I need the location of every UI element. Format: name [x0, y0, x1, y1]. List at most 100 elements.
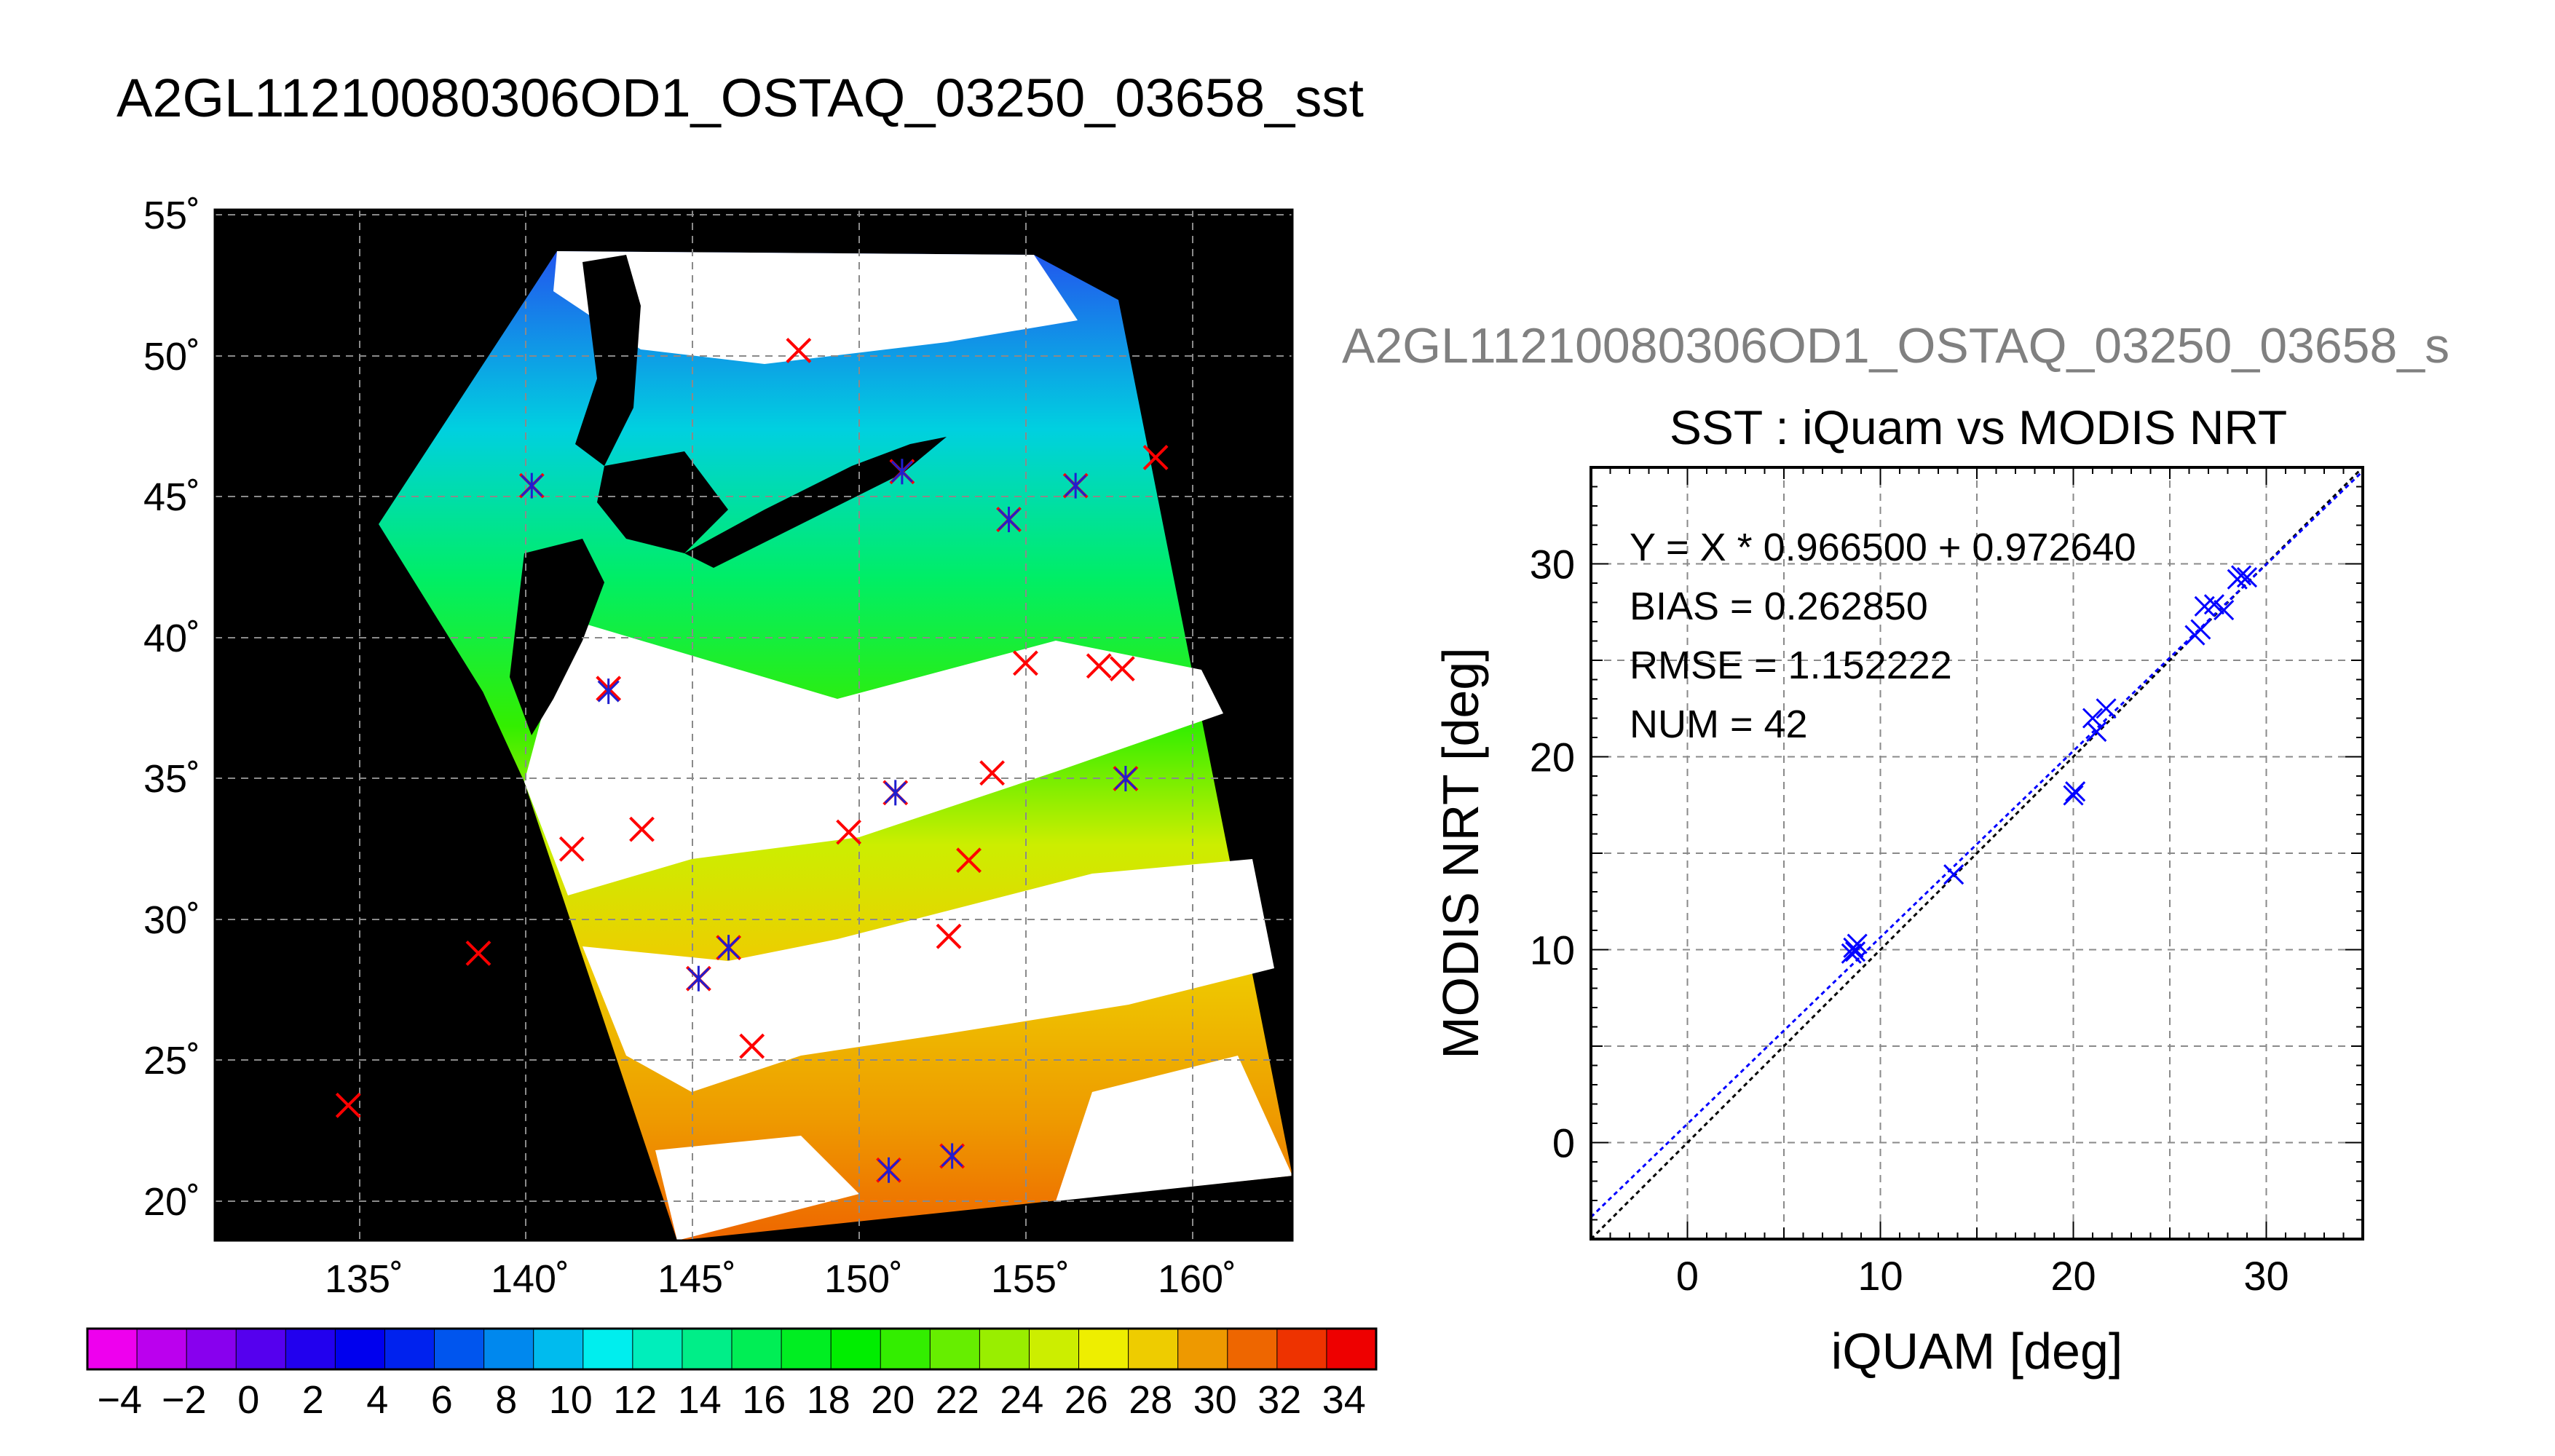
colorbar-tick-label: 34	[1322, 1378, 1366, 1422]
matchup-marker-red	[836, 819, 862, 845]
lon-tick-label: 145˚	[657, 1257, 736, 1301]
matchup-marker-blue	[891, 459, 913, 485]
figure-title: A2GL11210080306OD1_OSTAQ_03250_03658_sst	[117, 68, 1364, 128]
scatter-point	[2096, 698, 2117, 719]
matchup-marker-red	[465, 940, 491, 966]
y-tick-label: 10	[1530, 927, 1575, 973]
colorbar-cell	[632, 1328, 683, 1370]
colorbar-frame	[86, 1327, 1378, 1371]
colorbar-cell	[1326, 1328, 1378, 1370]
lat-tick-label: 30˚	[143, 898, 200, 942]
colorbar-cell	[483, 1328, 534, 1370]
colorbar-tick-label: 4	[366, 1378, 388, 1422]
scatter-point	[2082, 708, 2104, 729]
y-tick-label: 30	[1530, 542, 1575, 587]
matchup-marker-red	[936, 923, 962, 949]
colorbar-cells	[87, 1328, 1378, 1370]
colorbar-labels: −4 −2 0 2 4 6 8 10 12 14 16 18 20 22 24 26 28 30 32 34	[97, 1378, 1365, 1422]
sst-map: 55˚ 50˚ 45˚ 40˚ 35˚ 30˚ 25˚ 20˚ 135˚ 140…	[143, 194, 1294, 1301]
identity-line	[1590, 466, 2364, 1241]
colorbar-cell	[285, 1328, 336, 1370]
colorbar-cell	[929, 1328, 981, 1370]
map-frame	[213, 208, 1294, 1242]
x-tick-label: 20	[2050, 1253, 2096, 1299]
scatter-point	[2236, 566, 2258, 588]
colorbar-tick-label: 28	[1129, 1378, 1172, 1422]
matchup-marker-red	[629, 816, 655, 842]
scatter-point	[1843, 937, 1864, 958]
cloud-mask	[524, 251, 1292, 1241]
scatter-point	[2203, 594, 2225, 615]
colorbar-tick-label: 18	[807, 1378, 850, 1422]
colorbar-cell	[979, 1328, 1030, 1370]
matchup-marker-red	[1013, 650, 1038, 676]
scatter-point	[2230, 565, 2252, 586]
matchup-marker-red	[1086, 653, 1112, 679]
colorbar-cell	[136, 1328, 188, 1370]
matchup-marker-blue	[1065, 472, 1087, 499]
rmse-value: RMSE = 1.152222	[1630, 644, 1952, 687]
y-tick-label: 0	[1552, 1120, 1575, 1166]
lat-tick-label: 40˚	[143, 617, 200, 660]
x-axis-label: iQUAM [deg]	[1831, 1323, 2123, 1380]
scatter-point	[2214, 600, 2235, 621]
x-tick-label: 30	[2243, 1253, 2289, 1299]
colorbar-cell	[87, 1328, 138, 1370]
fit-equation: Y = X * 0.966500 + 0.972640	[1630, 526, 2136, 569]
colorbar-cell	[1128, 1328, 1179, 1370]
lat-tick-label: 35˚	[143, 757, 200, 801]
lon-tick-label: 135˚	[325, 1257, 403, 1301]
lat-tick-label: 25˚	[143, 1039, 200, 1083]
lon-tick-label: 140˚	[491, 1257, 569, 1301]
lat-tick-label: 50˚	[143, 335, 200, 379]
colorbar-tick-label: −2	[162, 1378, 207, 1422]
matchup-marker-blue	[941, 1143, 963, 1169]
map-x-ticks: 135˚ 140˚ 145˚ 150˚ 155˚ 160˚	[325, 1257, 1236, 1301]
colorbar-tick-label: 6	[431, 1378, 453, 1422]
matchup-marker-red	[786, 338, 812, 363]
colorbar-cell	[830, 1328, 882, 1370]
matchup-marker-red	[956, 847, 982, 874]
colorbar-tick-label: 8	[495, 1378, 517, 1422]
lat-tick-label: 55˚	[143, 194, 200, 237]
lon-tick-label: 160˚	[1158, 1257, 1236, 1301]
colorbar-cell	[334, 1328, 386, 1370]
scatter-lines	[1590, 466, 2364, 1241]
colorbar-cell	[1177, 1328, 1228, 1370]
colorbar-tick-label: 14	[678, 1378, 722, 1422]
scatter-point	[1841, 943, 1862, 964]
matchup-marker-blue	[597, 678, 620, 705]
matchup-marker-red	[1109, 656, 1135, 682]
lon-tick-label: 155˚	[991, 1257, 1070, 1301]
colorbar-cell	[186, 1328, 237, 1370]
map-y-ticks: 55˚ 50˚ 45˚ 40˚ 35˚ 30˚ 25˚ 20˚	[143, 194, 200, 1224]
colorbar-cell	[1028, 1328, 1080, 1370]
colorbar-cell	[533, 1328, 584, 1370]
colorbar-tick-label: 32	[1257, 1378, 1301, 1422]
scatter-plot: 0 10 20 30 0 10 20 30 Y = X * 0.966500 + 0.9726…	[1432, 466, 2364, 1380]
matchup-marker-blue	[687, 965, 710, 992]
matchup-marker-red	[335, 1092, 361, 1118]
scatter-point	[1943, 864, 1964, 885]
scatter-point	[2190, 619, 2211, 640]
scatter-annotations: Y = X * 0.966500 + 0.972640 BIAS = 0.262…	[1630, 526, 2136, 746]
map-markers	[335, 338, 1169, 1183]
scatter-point	[2063, 785, 2084, 806]
matchup-marker-red	[558, 836, 585, 862]
colorbar-tick-label: 26	[1065, 1378, 1108, 1422]
colorbar-tick-label: 12	[613, 1378, 657, 1422]
colorbar-tick-label: 16	[742, 1378, 786, 1422]
scatter-title: SST : iQuam vs MODIS NRT	[1670, 400, 2287, 454]
colorbar-tick-label: 22	[936, 1378, 979, 1422]
colorbar-cell	[583, 1328, 633, 1370]
colorbar-tick-label: 24	[1000, 1378, 1043, 1422]
colorbar-tick-label: 2	[302, 1378, 324, 1422]
map-grid	[215, 210, 1292, 1241]
matchup-marker-red	[739, 1033, 765, 1059]
lat-tick-label: 20˚	[143, 1180, 200, 1224]
colorbar-cell	[1227, 1328, 1278, 1370]
colorbar-cell	[781, 1328, 832, 1370]
colorbar-cell	[880, 1328, 931, 1370]
colorbar-tick-label: 20	[871, 1378, 915, 1422]
